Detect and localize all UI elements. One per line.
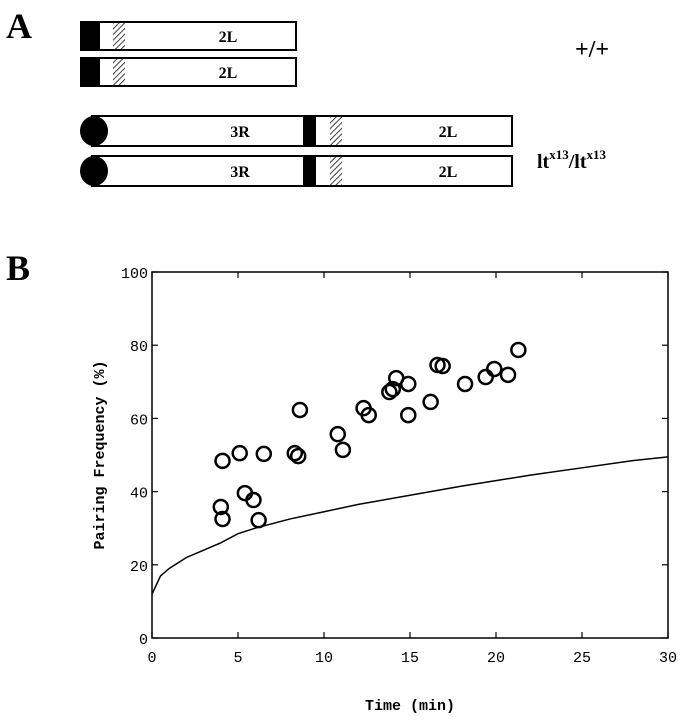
arm-label: 3R [230, 124, 250, 141]
y-tick-label: 100 [121, 266, 148, 283]
genotype: +/+ [575, 37, 609, 63]
x-tick-label: 10 [315, 650, 333, 667]
mut-chromosome: 3R 2L [80, 155, 513, 187]
y-tick-label: 80 [130, 339, 148, 356]
data-point [250, 511, 267, 529]
arm-label: 3R [230, 164, 250, 181]
data-point [286, 444, 304, 462]
genotype-part: /lt [568, 151, 587, 173]
data-point [231, 444, 248, 462]
data-point [334, 441, 352, 459]
arm-label: 2L [219, 65, 238, 82]
y-tick-label: 0 [139, 632, 148, 649]
wt-chromosome: 2L [80, 57, 297, 87]
data-point [245, 491, 262, 509]
arm-label: 2L [219, 29, 238, 46]
x-tick-label: 25 [573, 650, 591, 667]
x-tick-label: 30 [659, 650, 677, 667]
data-point [214, 510, 231, 528]
data-point [360, 406, 377, 424]
plot-frame [151, 271, 669, 639]
data-point [255, 445, 273, 463]
data-point [214, 452, 231, 470]
data-point [291, 401, 309, 419]
genotype: ltx13/ltx13 [537, 147, 607, 173]
data-point [486, 360, 503, 378]
x-tick-label: 15 [401, 650, 419, 667]
arm-label: 2L [439, 164, 458, 181]
data-point [477, 368, 494, 386]
data-point [329, 425, 347, 443]
curve [151, 456, 669, 595]
x-tick-label: 0 [147, 650, 156, 667]
data-point [381, 383, 398, 401]
data-point [499, 366, 517, 384]
data-point [456, 375, 474, 393]
data-point [400, 375, 417, 393]
y-tick-label: 60 [130, 412, 148, 429]
wt-chromosome: 2L [80, 21, 297, 51]
genotype-part: lt [537, 151, 550, 173]
x-tick-label: 20 [487, 650, 505, 667]
y-tick-label: 40 [130, 486, 148, 503]
data-point [212, 498, 230, 516]
x-tick-label: 5 [233, 650, 242, 667]
y-axis-label: Pairing Frequency (%) [92, 360, 109, 549]
x-axis-label: Time (min) [365, 698, 455, 715]
arm-label: 2L [439, 124, 458, 141]
data-point [510, 341, 527, 359]
data-point [384, 380, 402, 398]
panel-label: B [6, 248, 30, 288]
panel-label: A [6, 6, 32, 46]
data-point [400, 406, 417, 424]
data-point [434, 357, 451, 375]
data-point [422, 393, 439, 411]
data-point [289, 447, 307, 465]
genotype-sup: x13 [587, 147, 607, 162]
genotype-sup: x13 [549, 147, 569, 162]
mut-chromosome: 3R 2L [80, 115, 513, 147]
y-tick-label: 20 [130, 559, 148, 576]
